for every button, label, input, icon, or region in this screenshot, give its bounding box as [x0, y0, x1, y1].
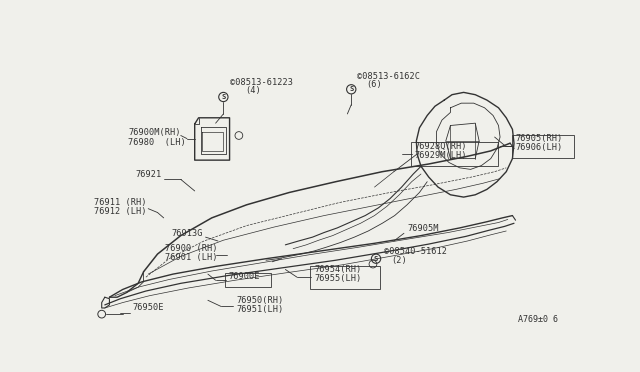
Text: 76928Q(RH): 76928Q(RH)	[415, 142, 467, 151]
Text: (4): (4)	[245, 86, 261, 95]
Text: S: S	[374, 256, 378, 262]
Text: ©08513-61223: ©08513-61223	[230, 78, 292, 87]
Text: 76954(RH): 76954(RH)	[314, 265, 362, 274]
Text: 76929M(LH): 76929M(LH)	[415, 151, 467, 160]
Text: S: S	[349, 86, 353, 92]
Text: 76921: 76921	[136, 170, 162, 179]
Text: S: S	[221, 94, 225, 100]
Text: 76905M: 76905M	[407, 224, 438, 233]
Text: 76950E: 76950E	[132, 303, 164, 312]
Text: 76900E: 76900E	[229, 272, 260, 282]
Text: 76906(LH): 76906(LH)	[516, 143, 563, 152]
Text: 76900M(RH): 76900M(RH)	[128, 128, 180, 138]
Text: 76905(RH): 76905(RH)	[516, 134, 563, 143]
Text: A769±0 6: A769±0 6	[518, 315, 558, 324]
Text: 76950(RH): 76950(RH)	[237, 296, 284, 305]
Text: ©08540-51612: ©08540-51612	[384, 247, 447, 256]
Text: 76901 (LH): 76901 (LH)	[165, 253, 218, 262]
Text: 76980  (LH): 76980 (LH)	[128, 138, 186, 147]
Text: 76900 (RH): 76900 (RH)	[165, 244, 218, 253]
Text: 76911 (RH): 76911 (RH)	[94, 198, 147, 207]
Text: 76913G: 76913G	[172, 229, 203, 238]
Text: (2): (2)	[392, 256, 407, 264]
Text: 76912 (LH): 76912 (LH)	[94, 207, 147, 216]
Text: ©08513-6162C: ©08513-6162C	[358, 71, 420, 80]
Text: 76951(LH): 76951(LH)	[237, 305, 284, 314]
Text: (6): (6)	[367, 80, 383, 89]
Text: 76955(LH): 76955(LH)	[314, 274, 362, 283]
